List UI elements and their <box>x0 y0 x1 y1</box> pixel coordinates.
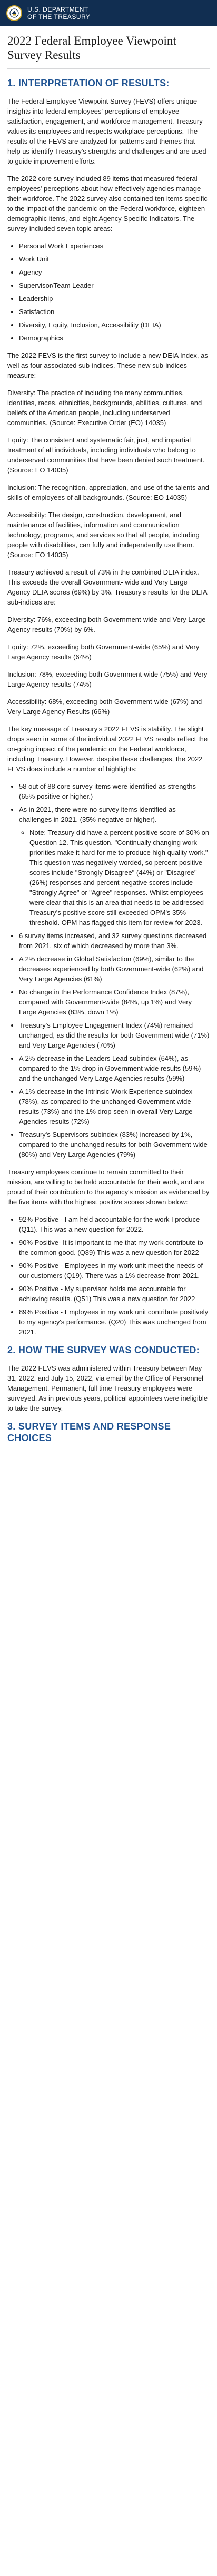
accessibility-definition: Accessibility: The design, construction,… <box>7 511 200 559</box>
list-item: 90% Positive - My supervisor holds me ac… <box>19 1284 210 1304</box>
highlight-note: Note: Treasury did have a percent positi… <box>29 828 210 928</box>
accessibility-result: Accessibility: 68%, exceeding both Gover… <box>7 698 202 716</box>
section-heading-survey-items: 3. SURVEY ITEMS AND RESPONSE CHOICES <box>7 1421 171 1443</box>
brand-line-1: U.S. DEPARTMENT <box>27 6 88 13</box>
list-item: Demographics <box>19 333 210 343</box>
administration-paragraph: The 2022 FEVS was administered within Tr… <box>7 1364 208 1412</box>
list-item: Leadership <box>19 294 210 304</box>
list-item: 90% Positive- It is important to me that… <box>19 1237 210 1257</box>
equity-definition: Equity: The consistent and systematic fa… <box>7 436 205 474</box>
list-item: Treasury's Employee Engagement Index (74… <box>19 1020 210 1050</box>
key-message-paragraph: The key message of Treasury's 2022 FEVS … <box>7 725 208 773</box>
title-divider <box>7 68 210 69</box>
list-item: Work Unit <box>19 254 210 264</box>
intro-paragraph: The Federal Employee Viewpoint Survey (F… <box>7 97 206 165</box>
inclusion-definition: Inclusion: The recognition, appreciation… <box>7 484 209 501</box>
list-item-text: As in 2021, there were no survey items i… <box>19 806 176 823</box>
list-item: 90% Positive - Employees in my work unit… <box>19 1261 210 1281</box>
list-item: 58 out of 88 core survey items were iden… <box>19 781 210 801</box>
brand-line-2: OF THE TREASURY <box>27 13 91 21</box>
list-item: 6 survey items increased, and 32 survey … <box>19 931 210 951</box>
treasury-seal-icon[interactable] <box>6 5 22 21</box>
diversity-definition: Diversity: The practice of including the… <box>7 389 202 427</box>
list-item: A 2% decrease in Global Satisfaction (69… <box>19 954 210 984</box>
list-item: Supervisor/Team Leader <box>19 280 210 290</box>
survey-scope-paragraph: The 2022 core survey included 89 items t… <box>7 175 208 233</box>
deia-intro-paragraph: The 2022 FEVS is the first survey to inc… <box>7 351 208 379</box>
list-item: Treasury's Supervisors subindex (83%) in… <box>19 1130 210 1160</box>
equity-result: Equity: 72%, exceeding both Government-w… <box>7 643 200 661</box>
list-item: A 1% decrease in the Intrinsic Work Expe… <box>19 1086 210 1126</box>
highlight-note-list: Note: Treasury did have a percent positi… <box>19 828 210 928</box>
top-items-list: 92% Positive - I am held accountable for… <box>7 1214 210 1337</box>
inclusion-result: Inclusion: 78%, exceeding both Governmen… <box>7 670 208 688</box>
commitment-paragraph: Treasury employees continue to remain co… <box>7 1168 210 1206</box>
list-item: As in 2021, there were no survey items i… <box>19 804 210 928</box>
seal-emblem <box>9 8 19 18</box>
list-item: No change in the Performance Confidence … <box>19 987 210 1017</box>
list-item: 92% Positive - I am held accountable for… <box>19 1214 210 1234</box>
list-item: Diversity, Equity, Inclusion, Accessibil… <box>19 320 210 330</box>
site-brand[interactable]: U.S. DEPARTMENT OF THE TREASURY <box>27 6 91 21</box>
section-heading-interpretation: 1. INTERPRETATION OF RESULTS: <box>7 78 170 88</box>
list-item: 89% Positive - Employees in my work unit… <box>19 1307 210 1337</box>
main-content: 2022 Federal Employee Viewpoint Survey R… <box>0 26 217 1444</box>
topic-list: Personal Work Experiences Work Unit Agen… <box>7 241 210 343</box>
list-item: Agency <box>19 267 210 277</box>
list-item: A 2% decrease in the Leaders Lead subind… <box>19 1053 210 1083</box>
highlights-list: 58 out of 88 core survey items were iden… <box>7 781 210 1160</box>
page-title: 2022 Federal Employee Viewpoint Survey R… <box>7 34 176 62</box>
diversity-result: Diversity: 76%, exceeding both Governmen… <box>7 616 206 633</box>
list-item: Satisfaction <box>19 307 210 317</box>
section-heading-how-conducted: 2. HOW THE SURVEY WAS CONDUCTED: <box>7 1345 200 1355</box>
list-item: Personal Work Experiences <box>19 241 210 251</box>
site-header: U.S. DEPARTMENT OF THE TREASURY <box>0 0 217 26</box>
deia-result-paragraph: Treasury achieved a result of 73% in the… <box>7 568 207 606</box>
